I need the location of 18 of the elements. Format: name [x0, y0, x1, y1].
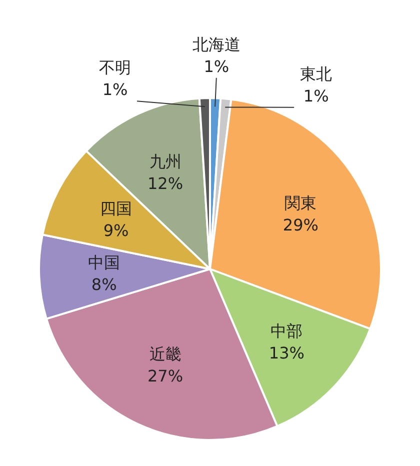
data-label: 12%	[147, 174, 184, 194]
slice-label: 近畿	[149, 344, 182, 364]
slice-label: 四国	[100, 199, 132, 218]
data-label: 27%	[147, 366, 184, 386]
data-label: 8%	[91, 275, 117, 294]
data-label: 13%	[268, 343, 304, 362]
slice-label: 中国	[88, 253, 120, 272]
data-label: 1%	[102, 80, 128, 100]
slice-label: 北海道	[192, 35, 240, 54]
data-label: 1%	[204, 57, 230, 76]
data-label: 1%	[303, 86, 329, 106]
slice-label: 九州	[149, 152, 182, 172]
data-label: 9%	[103, 221, 129, 240]
slice-label: 東北	[300, 64, 332, 84]
slice-label: 中部	[270, 321, 303, 340]
slice-label: 関東	[284, 193, 317, 212]
data-label: 29%	[282, 215, 318, 234]
slice-label: 不明	[99, 58, 132, 78]
